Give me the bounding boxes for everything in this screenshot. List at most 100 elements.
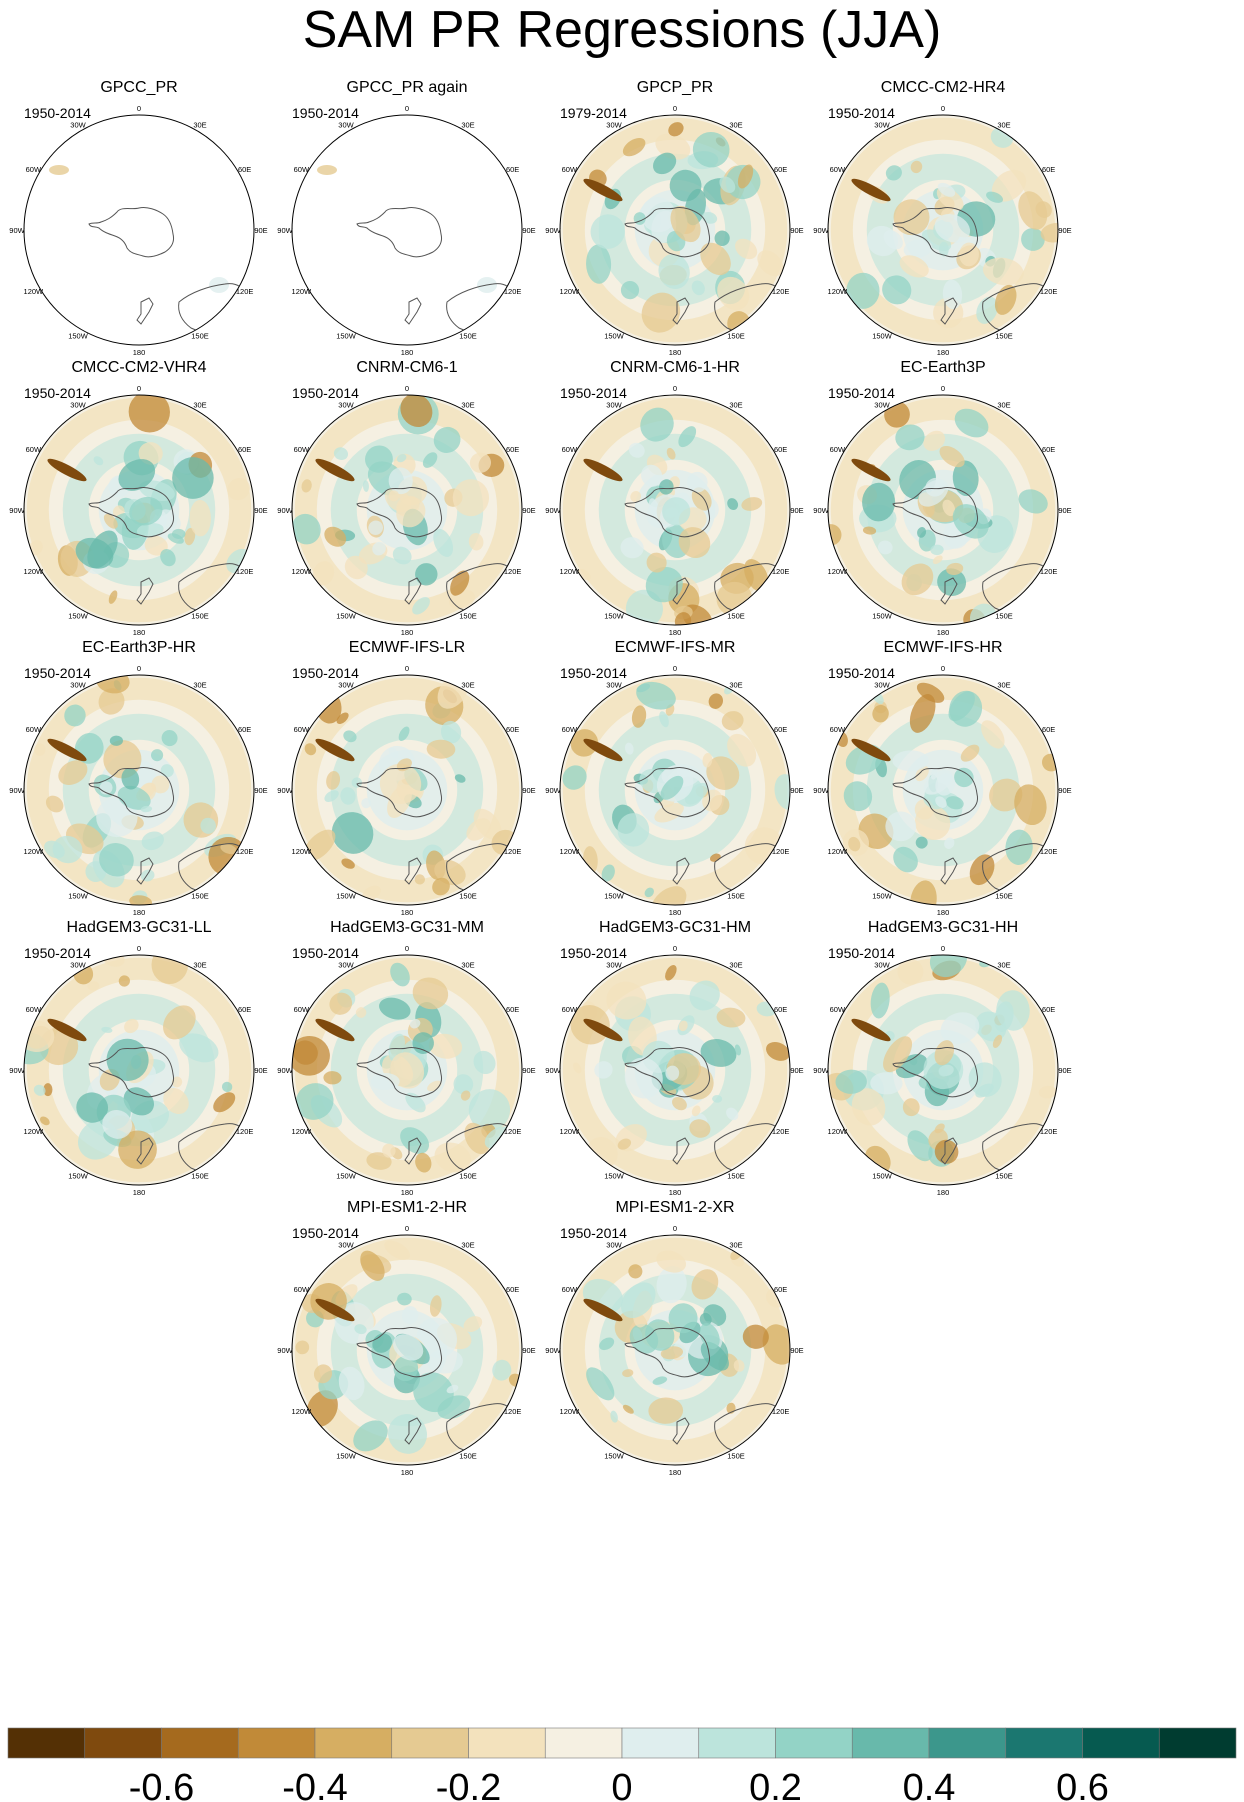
- longitude-label: 60E: [238, 445, 251, 454]
- longitude-label: 180: [669, 1188, 682, 1197]
- panel-period: 1950-2014: [828, 665, 895, 681]
- precip-field: [292, 955, 520, 1183]
- longitude-label: 120W: [24, 287, 45, 296]
- longitude-label: 60E: [238, 165, 251, 174]
- longitude-label: 150W: [336, 612, 357, 621]
- longitude-label: 30W: [70, 960, 86, 969]
- longitude-label: 0: [673, 944, 677, 953]
- colorbar-segment: [161, 1727, 239, 1759]
- longitude-label: 120W: [292, 567, 313, 576]
- colorbar-segment: [468, 1727, 546, 1759]
- longitude-label: 90W: [813, 1066, 829, 1075]
- longitude-label: 150W: [68, 1172, 89, 1181]
- panel-period: 1979-2014: [560, 105, 627, 121]
- longitude-label: 30E: [729, 680, 742, 689]
- map-panel: 0 30E 60E 90E 120E 150E 180 150W 120W 90W 60W 30W GP…: [277, 79, 535, 357]
- longitude-label: 150E: [459, 332, 477, 341]
- precip-field: [562, 115, 788, 343]
- longitude-label: 90E: [254, 226, 267, 235]
- longitude-label: 60W: [562, 445, 578, 454]
- longitude-label: 60W: [830, 165, 846, 174]
- colorbar-segment: [775, 1727, 853, 1759]
- longitude-label: 60E: [774, 725, 787, 734]
- longitude-label: 150E: [995, 612, 1013, 621]
- colorbar-segment: [621, 1727, 700, 1759]
- longitude-label: 60W: [294, 1005, 310, 1014]
- panel-title: HadGEM3-GC31-LL: [67, 919, 212, 936]
- longitude-label: 30W: [338, 680, 354, 689]
- map-panel: 0 30E 60E 90E 120E 150E 180 150W 120W 90W 60W 30W EC…: [277, 639, 535, 917]
- longitude-label: 30E: [461, 1240, 474, 1249]
- panel-title: EC-Earth3P-HR: [82, 639, 196, 656]
- longitude-label: 90E: [522, 1066, 535, 1075]
- longitude-label: 90W: [9, 226, 25, 235]
- longitude-label: 90W: [9, 1066, 25, 1075]
- longitude-label: 150E: [727, 1172, 745, 1181]
- panel-period: 1950-2014: [560, 1225, 627, 1241]
- longitude-label: 150E: [995, 892, 1013, 901]
- panel-title: MPI-ESM1-2-XR: [615, 1199, 734, 1216]
- longitude-label: 90W: [545, 226, 561, 235]
- panel-title: CNRM-CM6-1: [356, 359, 457, 376]
- panel-title: HadGEM3-GC31-MM: [330, 919, 484, 936]
- longitude-label: 30E: [997, 960, 1010, 969]
- longitude-label: 180: [133, 348, 146, 357]
- colorbar-segment: [84, 1727, 162, 1759]
- longitude-label: 60E: [506, 1005, 519, 1014]
- longitude-label: 0: [941, 104, 945, 113]
- longitude-label: 120W: [560, 847, 581, 856]
- longitude-label: 150E: [459, 892, 477, 901]
- longitude-label: 90W: [545, 786, 561, 795]
- panel-title: MPI-ESM1-2-HR: [347, 1199, 467, 1216]
- longitude-label: 150W: [872, 332, 893, 341]
- longitude-label: 180: [401, 1188, 414, 1197]
- map-border: [559, 674, 791, 906]
- map-panel: 0 30E 60E 90E 120E 150E 180 150W 120W 90W 60W 30W CN…: [545, 359, 803, 637]
- longitude-label: 30E: [193, 400, 206, 409]
- longitude-label: 180: [937, 348, 950, 357]
- precip-field: [26, 395, 252, 623]
- longitude-label: 120E: [772, 1127, 790, 1136]
- longitude-label: 0: [673, 384, 677, 393]
- longitude-label: 30E: [461, 680, 474, 689]
- longitude-label: 90W: [545, 1346, 561, 1355]
- longitude-label: 30W: [874, 120, 890, 129]
- longitude-label: 0: [137, 944, 141, 953]
- precip-field: [294, 675, 520, 903]
- longitude-label: 90W: [545, 1066, 561, 1075]
- map-border: [559, 114, 791, 346]
- map-panel: 0 30E 60E 90E 120E 150E 180 150W 120W 90W 60W 30W Ha…: [545, 919, 803, 1197]
- longitude-label: 150W: [336, 1172, 357, 1181]
- longitude-label: 60E: [774, 1005, 787, 1014]
- map-border: [559, 394, 791, 626]
- longitude-label: 30E: [461, 400, 474, 409]
- panel-title: ECMWF-IFS-HR: [883, 639, 1002, 656]
- longitude-label: 30E: [997, 400, 1010, 409]
- map-panel: 0 30E 60E 90E 120E 150E 180 150W 120W 90W 60W 30W Ha…: [813, 919, 1071, 1197]
- panel-title: HadGEM3-GC31-HM: [599, 919, 751, 936]
- map-border: [291, 674, 523, 906]
- longitude-label: 30W: [70, 400, 86, 409]
- longitude-label: 150E: [995, 1172, 1013, 1181]
- longitude-label: 30E: [729, 120, 742, 129]
- longitude-label: 60W: [26, 165, 42, 174]
- longitude-label: 180: [401, 628, 414, 637]
- longitude-label: 60E: [774, 1285, 787, 1294]
- map-border: [291, 1234, 523, 1466]
- longitude-label: 150W: [68, 332, 89, 341]
- colorbar-tick-label: -0.4: [282, 1767, 347, 1802]
- longitude-label: 120W: [24, 847, 45, 856]
- longitude-label: 90E: [254, 506, 267, 515]
- longitude-label: 30W: [874, 400, 890, 409]
- panel-title: ECMWF-IFS-LR: [349, 639, 465, 656]
- panel-period: 1950-2014: [292, 665, 359, 681]
- longitude-label: 150W: [68, 612, 89, 621]
- longitude-label: 30W: [606, 960, 622, 969]
- longitude-label: 60E: [238, 1005, 251, 1014]
- colorbar: -0.6 -0.4 -0.2 0 0.2 0.4 0.6: [7, 1727, 1237, 1802]
- map-border: [23, 674, 255, 906]
- longitude-label: 120E: [236, 847, 254, 856]
- longitude-label: 150W: [872, 612, 893, 621]
- longitude-label: 60E: [1042, 165, 1055, 174]
- longitude-label: 150W: [604, 892, 625, 901]
